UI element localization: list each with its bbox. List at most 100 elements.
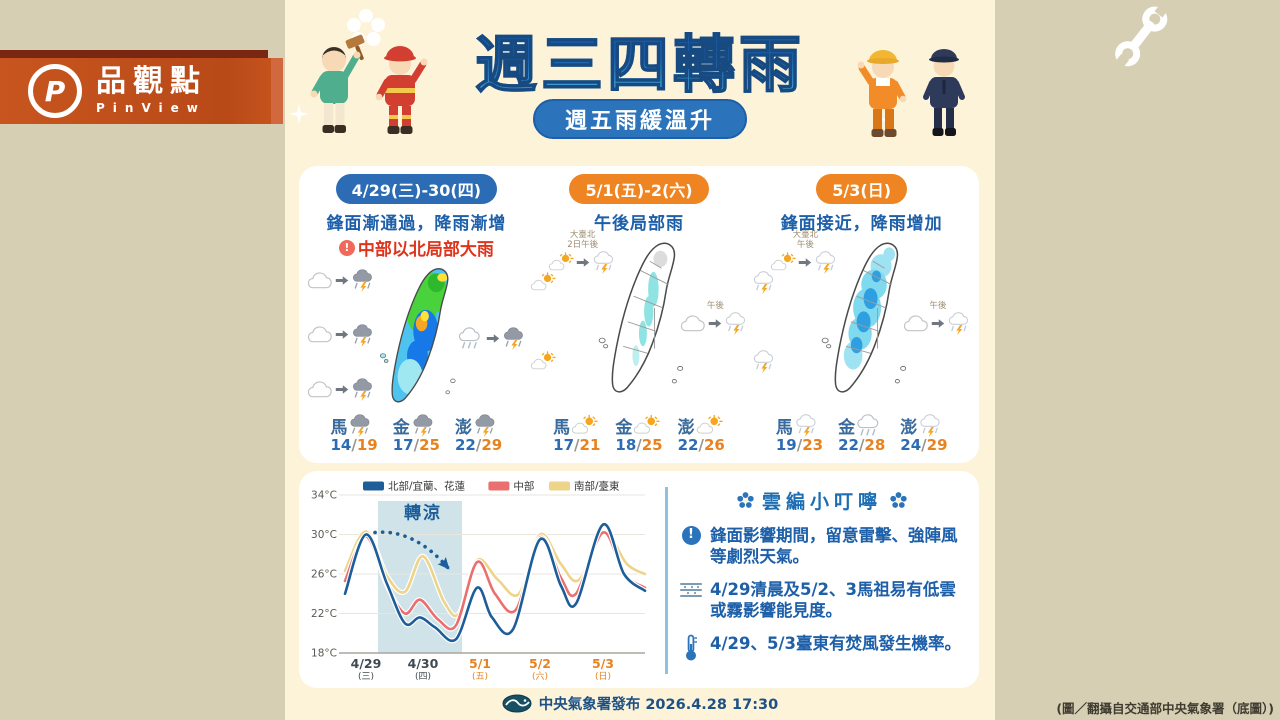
date-badge: 5/1(五)-2(六) [569, 174, 709, 204]
island-name: 澎 [677, 418, 695, 438]
tips-title-text: 雲編小叮嚀 [761, 491, 882, 513]
summary-card: 34°C 30°C 26°C 22°C 18°C 4/29 (三) 4/30 (四) 5/1 (五)… [299, 471, 979, 688]
panel-headline: 鋒面接近，降雨增加 [780, 214, 943, 234]
taiwan-map [821, 242, 906, 393]
right-icons: 午後 [903, 301, 973, 336]
lightstorm-icon [725, 312, 746, 336]
forecast-card: 4/29(三)-30(四) 鋒面漸通過，降雨漸增! 中部以北局部大雨 馬 14/19… [299, 166, 979, 463]
arrow-icon [931, 319, 945, 328]
subtitle-badge: 週五雨緩溫升 [532, 99, 747, 139]
alert-icon: ! [681, 526, 701, 545]
warning-icon: ! [338, 239, 355, 256]
series-line [343, 523, 647, 643]
y-tick-label: 22°C [311, 608, 337, 620]
x-tick-label: 4/29 [351, 656, 382, 671]
left-icons [530, 242, 556, 401]
forecast-panel: 5/1(五)-2(六) 午後局部雨 大臺北 2日午後 午後 馬 17/21 金 18… [528, 174, 751, 463]
island-temps: 17/25 [392, 436, 440, 454]
weather-transition [458, 326, 528, 351]
date-badge: 4/29(三)-30(四) [335, 174, 498, 204]
weather-transition [530, 271, 556, 292]
island-forecast: 金 18/25 [615, 413, 663, 454]
cloud-icon [307, 326, 332, 343]
island-temps: 14/19 [330, 436, 378, 454]
cloud-icon [903, 315, 928, 332]
legend-swatch [363, 481, 384, 491]
x-tick-label: 5/2 [529, 656, 551, 671]
cloud-icon [307, 271, 332, 288]
content-area: 週三四轉雨 週五雨緩溫升 4/29(三)-30(四) 鋒面漸通過，降雨漸增! 中部以… [285, 0, 995, 720]
left-icons [752, 242, 778, 401]
temperature-chart: 34°C 30°C 26°C 22°C 18°C 4/29 (三) 4/30 (四) 5/1 (五)… [299, 471, 665, 688]
brand-banner: P 品觀點 PinView [0, 58, 283, 124]
weather-transition [752, 349, 778, 374]
weather-transition [903, 311, 973, 336]
island-name: 馬 [330, 418, 348, 438]
island-temps: 22/29 [454, 436, 503, 454]
storm-icon [503, 327, 523, 351]
suncloud-icon [530, 271, 556, 291]
lightstorm-icon [920, 413, 941, 437]
weather-transition [680, 311, 750, 336]
tip-item: 4/29清晨及5/2、3馬祖易有低雲或霧影響能見度。 [679, 579, 965, 622]
taiwan-map [598, 242, 684, 393]
y-tick-label: 30°C [311, 529, 337, 541]
island-temps: 22/26 [677, 436, 725, 454]
map-zone [305, 260, 528, 411]
mascots-right-icon [857, 49, 965, 137]
suncloud-icon [530, 351, 556, 370]
thermometer-icon [685, 634, 698, 662]
suncloud-icon [696, 414, 723, 434]
island-name: 馬 [553, 418, 571, 438]
legend-label: 北部/宜蘭、花蓮 [388, 480, 466, 493]
island-name: 金 [838, 418, 856, 438]
legend-swatch [488, 481, 510, 491]
x-tick-sub: (四) [415, 672, 431, 682]
forecast-panel: 5/3(日) 鋒面接近，降雨增加 大臺北 午後 午後 馬 19/23 金 22 [750, 174, 973, 463]
tips-title: 雲編小叮嚀 [679, 487, 965, 514]
storm-icon [352, 323, 373, 347]
flower-icon [737, 492, 754, 508]
legend-label: 南部/臺東 [574, 480, 620, 493]
publisher-footer: 中央氣象署發布 2026.4.28 17:30 [285, 693, 995, 714]
island-temps: 19/23 [775, 436, 824, 454]
legend-label: 中部 [513, 480, 534, 493]
weather-transition [307, 323, 377, 347]
image-credit: (圖／翻攝自交通部中央氣象署（底圖）) [1056, 701, 1274, 716]
island-forecast: 金 22/28 [838, 413, 885, 454]
panel-headline: 午後局部雨 [594, 214, 684, 234]
arrow-icon [709, 319, 722, 328]
island-temps: 24/29 [900, 436, 948, 454]
tip-text: 4/29清晨及5/2、3馬祖易有低雲或霧影響能見度。 [710, 579, 956, 621]
cloud-icon [307, 380, 332, 397]
raincloud-icon [458, 327, 480, 349]
x-tick-sub: (三) [358, 672, 374, 682]
legend-swatch [549, 481, 570, 491]
tip-item: 4/29、5/3臺東有焚風發生機率。 [679, 633, 965, 662]
y-tick-label: 26°C [311, 569, 337, 581]
raincloud-icon [857, 414, 879, 436]
weather-transition [530, 351, 556, 371]
cwa-logo-icon [502, 694, 532, 713]
island-temps: 17/21 [553, 436, 601, 454]
fog-icon [679, 582, 703, 597]
island-name: 金 [392, 418, 410, 438]
x-tick-label: 4/30 [408, 656, 439, 671]
islands-row: 馬 14/19 金 17/25 澎 22/29 [330, 411, 502, 463]
cloud-icon [681, 315, 706, 332]
tip-text: 4/29、5/3臺東有焚風發生機率。 [710, 633, 961, 653]
weather-transition [307, 268, 377, 292]
brand-subname: PinView [96, 101, 206, 115]
suncloud-icon [571, 414, 598, 434]
storm-icon [352, 377, 373, 401]
island-name: 澎 [454, 418, 472, 438]
tip-item: ! 鋒面影響期間，留意雷擊、強陣風等劇烈天氣。 [679, 525, 965, 568]
islands-row: 馬 17/21 金 18/25 澎 22/26 [553, 411, 725, 463]
arrow-icon [486, 334, 499, 343]
weather-transition [752, 270, 778, 294]
y-tick-label: 34°C [311, 490, 337, 502]
pinview-logo-icon: P [28, 64, 82, 118]
date-badge: 5/3(日) [816, 174, 908, 204]
x-tick-sub: (日) [595, 671, 611, 682]
tips-panel: 雲編小叮嚀 ! 鋒面影響期間，留意雷擊、強陣風等劇烈天氣。 4/29清晨及5/2、3… [665, 487, 973, 674]
